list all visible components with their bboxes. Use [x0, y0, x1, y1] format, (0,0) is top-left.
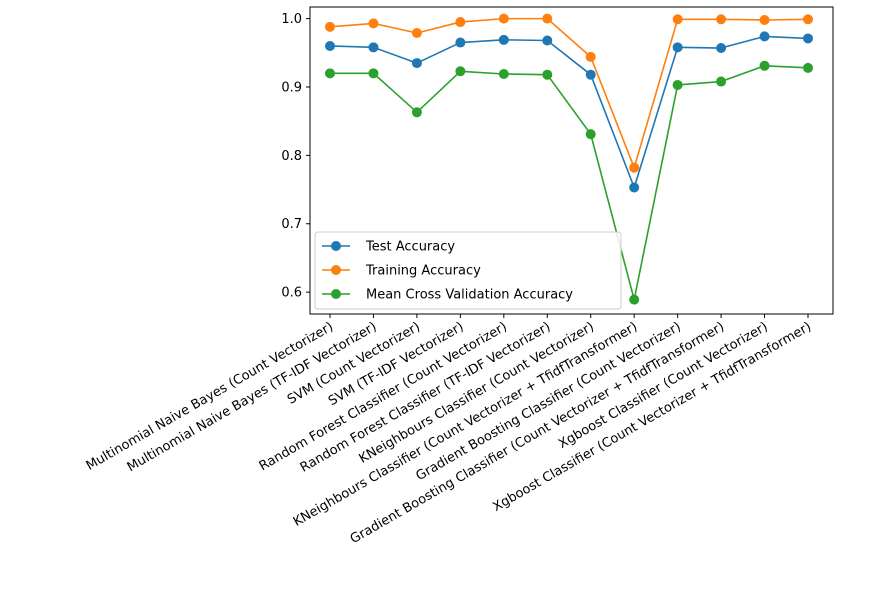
data-point — [716, 14, 727, 25]
legend-label: Test Accuracy — [365, 240, 455, 255]
data-point — [411, 107, 422, 118]
data-point — [759, 60, 770, 71]
data-point — [542, 69, 553, 80]
legend-entry: Training Accuracy — [322, 264, 481, 279]
x-axis: Multinomial Naive Bayes (Count Vectorize… — [84, 314, 814, 547]
data-point — [325, 68, 335, 79]
data-point — [716, 76, 727, 87]
series-layer — [325, 13, 813, 305]
data-point — [455, 37, 466, 48]
data-point — [325, 21, 335, 32]
legend-marker — [331, 241, 341, 251]
legend-entry: Mean Cross Validation Accuracy — [322, 288, 573, 303]
legend-entry: Test Accuracy — [322, 240, 455, 255]
legend-label: Training Accuracy — [365, 264, 481, 279]
y-axis: 0.6 0.7 0.8 0.9 1.0 — [281, 12, 310, 301]
data-point — [498, 34, 509, 45]
data-point — [325, 40, 335, 51]
data-point — [672, 79, 683, 90]
series-line — [329, 17, 809, 169]
series-line — [329, 35, 809, 189]
series-0 — [325, 31, 813, 193]
data-point — [542, 35, 553, 46]
data-point — [368, 68, 379, 79]
data-point — [803, 62, 813, 73]
data-point — [672, 14, 683, 25]
series-1 — [325, 13, 813, 173]
legend: Test Accuracy Training Accuracy Mean Cross… — [314, 231, 622, 310]
data-point — [759, 31, 770, 42]
y-tick-label: 0.8 — [281, 149, 302, 164]
legend-marker — [331, 289, 341, 299]
data-point — [759, 14, 770, 25]
data-point — [411, 58, 422, 69]
data-point — [672, 42, 683, 53]
data-point — [455, 66, 466, 77]
y-tick-label: 0.9 — [281, 80, 302, 95]
legend-box — [314, 231, 622, 310]
data-point — [498, 69, 509, 80]
data-point — [585, 69, 596, 80]
data-point — [542, 13, 553, 24]
series-2 — [325, 60, 813, 305]
y-tick-label: 0.6 — [281, 286, 302, 301]
data-point — [585, 51, 596, 62]
data-point — [629, 182, 640, 193]
data-point — [803, 33, 813, 44]
data-point — [716, 43, 727, 54]
data-point — [585, 129, 596, 140]
legend-label: Mean Cross Validation Accuracy — [366, 288, 573, 303]
y-tick-label: 0.7 — [281, 217, 302, 232]
data-point — [803, 14, 813, 25]
data-point — [629, 294, 640, 305]
data-point — [498, 13, 509, 24]
data-point — [629, 162, 640, 173]
data-point — [368, 42, 379, 53]
legend-marker — [331, 265, 341, 275]
series-line — [330, 65, 809, 301]
data-point — [368, 18, 379, 29]
y-tick-label: 1.0 — [281, 12, 302, 27]
data-point — [455, 17, 466, 28]
data-point — [411, 27, 422, 38]
